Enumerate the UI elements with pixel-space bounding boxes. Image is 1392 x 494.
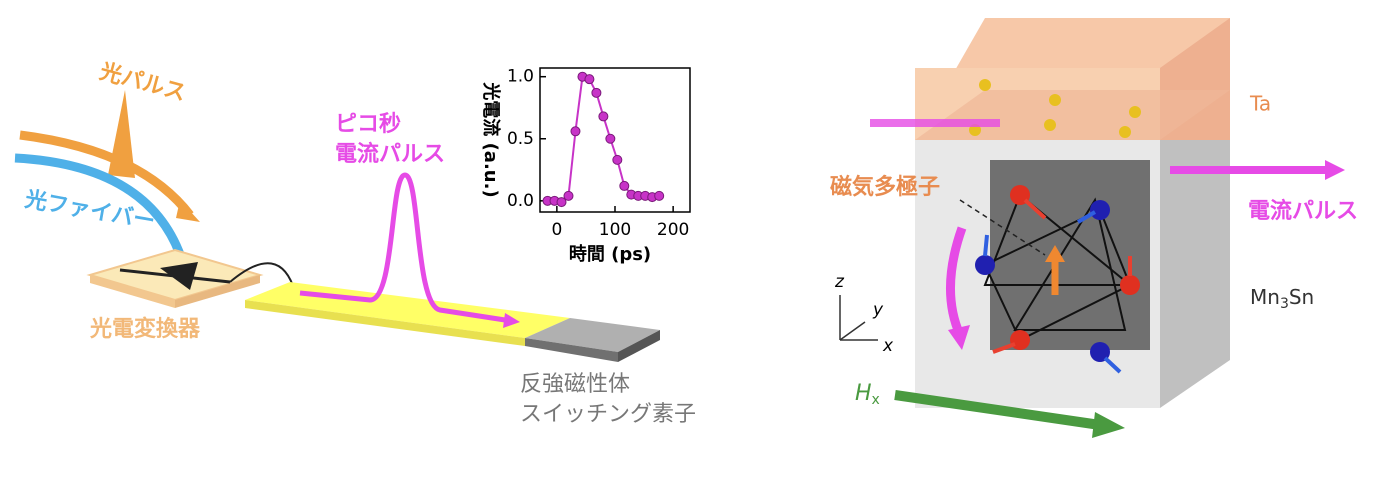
point bbox=[605, 133, 616, 144]
arrow-head bbox=[176, 200, 200, 222]
spins bbox=[983, 198, 1132, 374]
label: y bbox=[872, 300, 884, 320]
label: 磁気多極子 bbox=[830, 174, 940, 200]
pulse-spike bbox=[108, 90, 135, 178]
point bbox=[570, 126, 581, 137]
label: ピコ秒 bbox=[335, 112, 401, 137]
point bbox=[584, 74, 595, 85]
strip-edge bbox=[245, 300, 525, 346]
label: スイッチング素子 bbox=[520, 402, 696, 427]
y-tick-label: 0.0 bbox=[507, 191, 534, 211]
arrow-head bbox=[1045, 245, 1065, 262]
afm-edge bbox=[618, 330, 660, 362]
axes bbox=[839, 295, 878, 341]
label: x bbox=[882, 336, 894, 356]
left-diagram: 光パルス 光ファイバー 光電変換器 ピコ秒 電流パルス 反強磁性体 スイッチング… bbox=[14, 59, 696, 427]
spin-electrons bbox=[969, 79, 1141, 138]
point bbox=[612, 154, 623, 165]
wire bbox=[229, 262, 296, 293]
current-pulse bbox=[299, 172, 506, 323]
label: 光電変換器 bbox=[89, 316, 201, 342]
label-part: Sn bbox=[1289, 285, 1314, 309]
x-axis-title: 時間 (ps) bbox=[569, 244, 651, 265]
x-tick-label: 100 bbox=[599, 220, 631, 240]
label: 光パルス bbox=[96, 59, 188, 106]
label-part: x bbox=[872, 392, 880, 408]
y-tick-label: 1.0 bbox=[507, 67, 534, 87]
interface bbox=[915, 90, 1230, 140]
point bbox=[654, 190, 665, 201]
diode bbox=[160, 262, 198, 290]
label: 反強磁性体 bbox=[520, 372, 630, 397]
pointer bbox=[959, 199, 1046, 256]
label-part: 3 bbox=[1280, 296, 1289, 312]
arrow-head bbox=[503, 313, 520, 328]
label: Hx bbox=[855, 381, 880, 408]
label: Ta bbox=[1249, 92, 1271, 116]
x-tick-label: 0 bbox=[551, 220, 562, 240]
mn3sn-side bbox=[1160, 140, 1230, 408]
y-axis-title: 光電流 (a.u.) bbox=[480, 81, 502, 197]
arrow-head bbox=[1325, 160, 1345, 180]
x-tick-label: 200 bbox=[657, 220, 689, 240]
inset-chart: 時間 (ps) 光電流 (a.u.) 0.0 0.5 1.0 0 100 200 bbox=[480, 67, 691, 265]
label: 電流パルス bbox=[335, 141, 445, 167]
arrow-head bbox=[1092, 412, 1125, 438]
y-tick-label: 0.5 bbox=[507, 129, 534, 149]
label-part: H bbox=[855, 381, 872, 406]
arrow-head bbox=[948, 325, 970, 350]
fiber bbox=[14, 153, 187, 262]
label: z bbox=[834, 272, 845, 292]
afm-edge bbox=[525, 338, 618, 362]
point bbox=[619, 180, 630, 191]
line bbox=[547, 75, 660, 204]
point bbox=[563, 190, 574, 201]
right-diagram: Ta 磁気多極子 電流パルス Mn3Sn Hx z y x bbox=[830, 18, 1358, 438]
field-arrow bbox=[894, 390, 1101, 430]
point bbox=[598, 111, 609, 122]
afm-element bbox=[525, 318, 660, 352]
point bbox=[556, 197, 567, 208]
label: Mn3Sn bbox=[1250, 285, 1314, 313]
rotation-arrow bbox=[945, 226, 967, 337]
label: 電流パルス bbox=[1248, 198, 1358, 224]
plate-edge bbox=[90, 275, 175, 308]
label-part: Mn bbox=[1250, 285, 1280, 309]
plate-edge bbox=[175, 275, 260, 308]
point bbox=[591, 87, 602, 98]
